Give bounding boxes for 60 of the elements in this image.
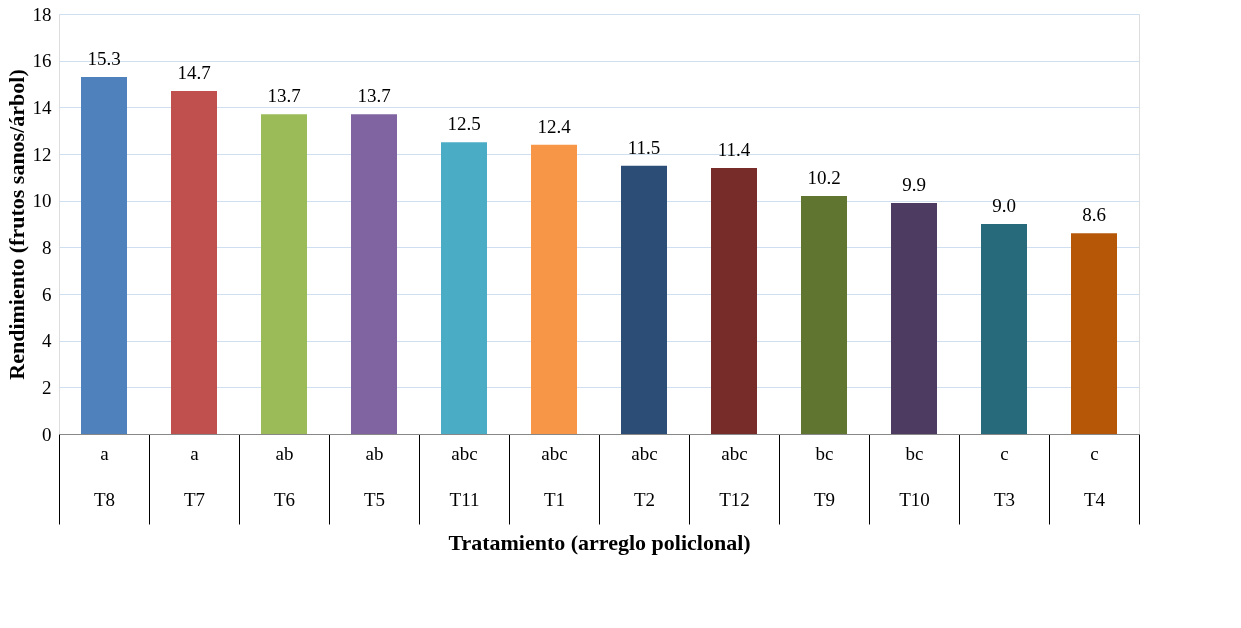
bar	[1071, 233, 1117, 434]
x-tick-label: T10	[899, 488, 930, 510]
bar	[171, 91, 217, 434]
data-label: 10.2	[807, 167, 841, 188]
bar	[621, 165, 667, 434]
bar	[801, 196, 847, 434]
x-axis-title: Tratamiento (arreglo policlonal)	[448, 530, 751, 555]
text: c	[1090, 442, 1099, 464]
x-tick-label: T2	[633, 488, 656, 510]
y-tick-label: 12	[32, 143, 52, 165]
y-axis-title: Rendimiento (frutos sanos/árbol)	[3, 69, 29, 380]
data-label: 13.7	[357, 85, 391, 107]
x-tick-label: T4	[1083, 488, 1106, 510]
bar	[441, 142, 487, 434]
bar	[81, 77, 127, 434]
y-tick-label: 4	[42, 330, 52, 352]
data-label: 9.9	[902, 174, 926, 195]
data-label: 11.5	[627, 136, 661, 158]
y-tick-label: 16	[32, 50, 52, 72]
data-label: 14.7	[177, 62, 211, 83]
bar	[981, 224, 1027, 434]
y-tick-label: 8	[42, 236, 52, 258]
x-tick-label: T8	[93, 488, 116, 510]
x-tick-label: T7	[183, 488, 206, 510]
text: c	[1000, 442, 1009, 464]
text: a	[190, 442, 200, 464]
data-label: 13.7	[267, 85, 301, 107]
x-tick-label: T6	[273, 488, 296, 510]
x-tick-label: T1	[543, 488, 566, 510]
data-label: 8.6	[1082, 204, 1106, 226]
bar	[891, 203, 937, 434]
text: ab	[275, 442, 294, 464]
x-tick-label: T3	[993, 488, 1016, 510]
text: abc	[721, 442, 748, 464]
data-label: 11.4	[717, 139, 751, 160]
text: abc	[451, 442, 478, 464]
text: bc	[815, 442, 834, 464]
y-tick-label: 2	[42, 376, 52, 398]
bar	[711, 168, 757, 434]
y-tick-label: 10	[32, 190, 52, 212]
x-tick-label: T12	[719, 488, 750, 510]
bar	[351, 114, 397, 434]
bar	[261, 114, 307, 434]
y-tick-label: 0	[42, 423, 52, 445]
data-label: 9.0	[992, 195, 1016, 216]
y-tick-label: 18	[32, 3, 52, 25]
x-tick-label: T5	[363, 488, 386, 510]
bar	[531, 144, 577, 434]
data-label: 12.5	[447, 113, 481, 135]
y-tick-label: 14	[32, 96, 52, 118]
text: ab	[365, 442, 384, 464]
text: bc	[905, 442, 924, 464]
y-tick-label: 6	[42, 283, 52, 305]
text: abc	[631, 442, 658, 464]
x-tick-label: T9	[813, 488, 836, 510]
data-label: 15.3	[87, 48, 121, 69]
text: abc	[541, 442, 568, 464]
data-label: 12.4	[537, 115, 572, 137]
text: a	[100, 442, 110, 464]
x-tick-label: T11	[449, 488, 480, 510]
